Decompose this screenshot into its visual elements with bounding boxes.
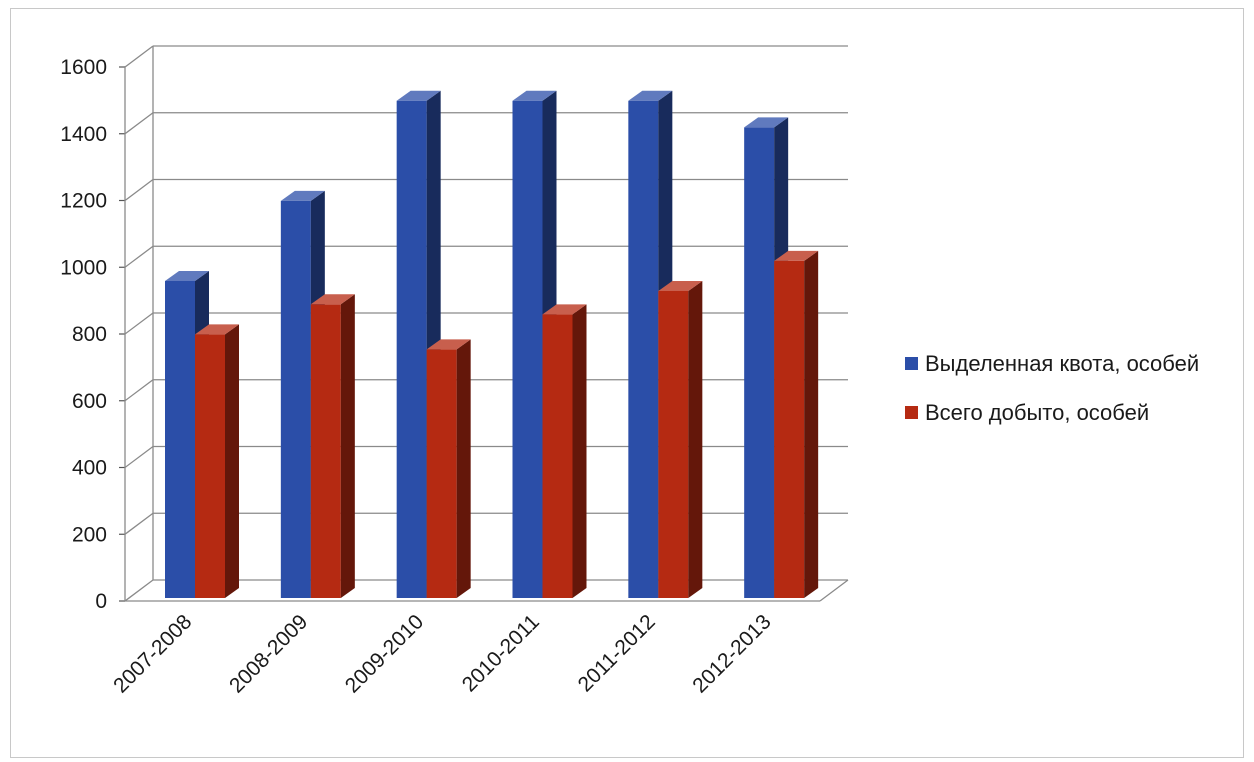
axes <box>119 46 849 602</box>
legend-label-caught: Всего добыто, особей <box>925 400 1149 425</box>
floor-right-edge <box>819 579 849 602</box>
gridline-side <box>124 379 154 402</box>
gridline-side <box>124 445 154 469</box>
bar-top <box>774 250 819 261</box>
bar-front <box>165 280 195 598</box>
bar-top <box>396 90 441 101</box>
bar-top <box>744 117 789 128</box>
bar-side <box>225 324 239 598</box>
bar-top <box>195 324 239 335</box>
y-tick-label: 600 <box>72 390 107 413</box>
y-tick-label: 800 <box>72 323 107 346</box>
bar-side <box>572 304 587 598</box>
bar-top <box>310 294 355 305</box>
bar-caught-2007-2008 <box>195 324 239 598</box>
bar-caught-2012-2013 <box>774 250 819 598</box>
gridline-side <box>124 512 154 535</box>
bar-front <box>628 100 659 599</box>
bar-side <box>456 339 471 598</box>
bar-top <box>280 190 325 201</box>
gridline-side <box>124 112 154 135</box>
bar-front <box>426 349 457 598</box>
bars <box>165 90 819 599</box>
x-tick-label: 2009-2010 <box>341 610 428 697</box>
legend-swatch-quota <box>905 357 918 370</box>
bar-top <box>426 339 471 350</box>
bar-top <box>628 90 673 101</box>
y-tick-label: 1600 <box>60 56 107 79</box>
y-tick-label: 1400 <box>60 123 107 146</box>
bar-caught-2010-2011 <box>542 304 587 598</box>
gridline-side <box>124 178 154 202</box>
legend-label-quota: Выделенная квота, особей <box>925 351 1199 376</box>
bar-front <box>512 100 543 599</box>
x-tick-label: 2008-2009 <box>225 610 312 697</box>
bar-front <box>774 260 805 598</box>
bar-front <box>396 100 427 599</box>
y-tick-label: 400 <box>72 457 107 480</box>
x-tick-labels: 2007-2008 2008-2009 2009-2010 2010-2011 2011… <box>109 610 775 697</box>
bar-caught-2011-2012 <box>658 280 703 598</box>
bar-front <box>542 314 573 598</box>
y-tick-label: 1000 <box>60 256 107 279</box>
bar-side <box>804 250 819 598</box>
bar-side <box>340 294 355 598</box>
bar-top <box>658 280 703 291</box>
bar-caught-2008-2009 <box>310 294 355 598</box>
bar-front <box>310 304 341 598</box>
bar-side <box>688 280 703 598</box>
y-tick-labels: 0 200 400 600 800 1000 1200 1400 1600 <box>60 56 107 613</box>
y-tick-label: 1200 <box>60 190 107 213</box>
legend-swatch-caught <box>905 406 918 419</box>
gridline-side <box>124 245 154 268</box>
gridlines <box>124 45 848 602</box>
y-tick-label: 0 <box>95 590 107 613</box>
bar-front <box>658 290 689 598</box>
bar-top <box>512 90 557 101</box>
bar-caught-2009-2010 <box>426 339 471 598</box>
bar-front <box>280 200 311 598</box>
x-tick-label: 2007-2008 <box>109 610 196 697</box>
bar-front <box>195 334 225 598</box>
bar-top <box>165 270 209 281</box>
x-tick-label: 2011-2012 <box>574 610 660 696</box>
gridline-side <box>124 312 154 335</box>
y-tick-label: 200 <box>72 523 107 546</box>
bar-front <box>744 127 775 598</box>
x-tick-label: 2010-2011 <box>458 610 544 696</box>
gridline-side <box>124 579 154 602</box>
legend: Выделенная квота, особей Всего добыто, о… <box>905 351 1199 425</box>
gridline-side <box>124 45 154 68</box>
x-tick-label: 2012-2013 <box>688 610 775 697</box>
bar-top <box>542 304 587 315</box>
